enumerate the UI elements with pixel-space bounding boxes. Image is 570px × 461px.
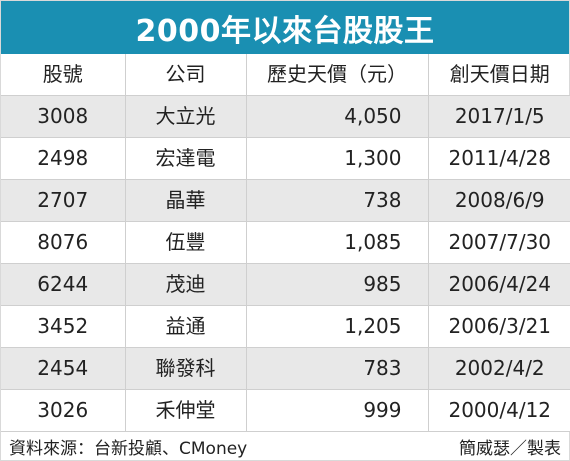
cell-company: 宏達電 <box>124 137 246 180</box>
table-body: 3008 大立光 4,050 2017/1/5 2498 宏達電 1,300 2011/4/2… <box>1 95 570 432</box>
table-row: 2454 聯發科 783 2002/4/2 <box>1 347 570 390</box>
cell-code: 3008 <box>37 104 89 128</box>
table-row: 3026 禾伸堂 999 2000/4/12 <box>1 389 570 432</box>
credit-note: 簡威瑟／製表 <box>459 438 561 459</box>
cell-date: 2011/4/28 <box>427 137 570 180</box>
cell-price: 999 <box>245 389 428 432</box>
table-row: 3008 大立光 4,050 2017/1/5 <box>1 95 570 138</box>
chart-title: 2000年以來台股股王 <box>1 1 569 54</box>
cell-price: 985 <box>245 263 428 306</box>
cell-company: 大立光 <box>124 95 246 138</box>
cell-company: 禾伸堂 <box>124 389 246 432</box>
header-date: 創天價日期 <box>427 54 570 96</box>
cell-code: 2454 <box>37 356 89 380</box>
table-row: 3452 益通 1,205 2006/3/21 <box>1 305 570 348</box>
cell-company: 聯發科 <box>124 347 246 390</box>
table-header-row: 股號 公司 歷史天價（元） 創天價日期 <box>1 54 570 96</box>
header-price: 歷史天價（元） <box>245 54 428 96</box>
cell-code: 8076 <box>37 230 89 254</box>
table-row: 8076 伍豐 1,085 2007/7/30 <box>1 221 570 264</box>
cell-code: 2498 <box>37 146 89 170</box>
table-row: 2498 宏達電 1,300 2011/4/28 <box>1 137 570 180</box>
cell-code: 6244 <box>37 272 89 296</box>
source-note: 資料來源：台新投顧、CMoney <box>9 438 248 459</box>
header-company: 公司 <box>124 54 246 96</box>
cell-price: 1,085 <box>245 221 428 264</box>
cell-company: 益通 <box>124 305 246 348</box>
cell-price: 1,300 <box>245 137 428 180</box>
cell-code: 3026 <box>37 398 89 422</box>
cell-company: 晶華 <box>124 179 246 222</box>
cell-price: 4,050 <box>245 95 428 138</box>
header-code: 股號 <box>42 62 83 86</box>
footer: 資料來源：台新投顧、CMoney 簡威瑟／製表 <box>1 432 569 460</box>
stock-table: 股號 公司 歷史天價（元） 創天價日期 3008 大立光 4,050 2017/1/5… <box>1 54 570 432</box>
cell-date: 2017/1/5 <box>427 95 570 138</box>
cell-date: 2006/3/21 <box>427 305 570 348</box>
cell-price: 1,205 <box>245 305 428 348</box>
cell-company: 茂迪 <box>124 263 246 306</box>
cell-date: 2000/4/12 <box>427 389 570 432</box>
table-row: 2707 晶華 738 2008/6/9 <box>1 179 570 222</box>
cell-date: 2008/6/9 <box>427 179 570 222</box>
table-row: 6244 茂迪 985 2006/4/24 <box>1 263 570 306</box>
cell-code: 2707 <box>37 188 89 212</box>
cell-date: 2002/4/2 <box>427 347 570 390</box>
cell-price: 738 <box>245 179 428 222</box>
cell-code: 3452 <box>37 314 89 338</box>
cell-date: 2007/7/30 <box>427 221 570 264</box>
cell-price: 783 <box>245 347 428 390</box>
cell-company: 伍豐 <box>124 221 246 264</box>
cell-date: 2006/4/24 <box>427 263 570 306</box>
